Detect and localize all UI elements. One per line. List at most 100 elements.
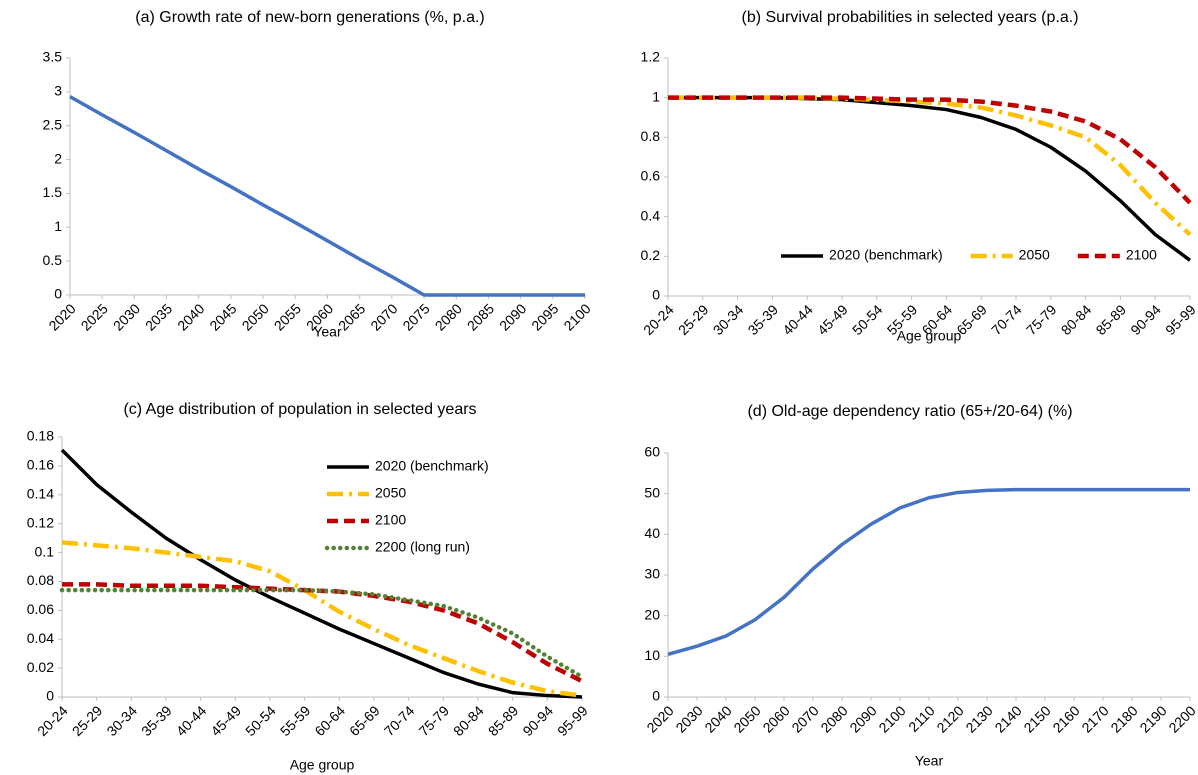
y-tick-label: 0.12 [27, 514, 54, 530]
x-tick-label: 2050 [730, 702, 763, 735]
x-tick-label: 2160 [1049, 702, 1082, 735]
legend-label: 2100 [375, 512, 406, 528]
legend-label: 2100 [1126, 247, 1157, 263]
x-tick-label: 30-34 [103, 702, 140, 739]
chart-title: (c) Age distribution of population in se… [123, 401, 476, 418]
x-tick-label: 70-74 [381, 702, 418, 739]
x-tick-label: 2095 [528, 300, 561, 333]
x-tick-label: 2060 [759, 702, 792, 735]
x-tick-label: 2090 [496, 300, 529, 333]
y-tick-label: 20 [644, 606, 660, 622]
y-tick-label: 0 [54, 286, 62, 302]
x-tick-label: 2075 [399, 300, 432, 333]
y-tick-label: 0.8 [641, 128, 661, 144]
data-line [62, 582, 584, 684]
x-tick-label: 2080 [817, 702, 850, 735]
x-tick-label: 2110 [905, 702, 938, 735]
x-tick-label: 2070 [788, 702, 821, 735]
x-tick-label: 2170 [1078, 702, 1111, 735]
chart-title: (d) Old-age dependency ratio (65+/20-64)… [747, 403, 1072, 420]
x-tick-label: 2040 [174, 300, 207, 333]
x-tick-label: 2140 [991, 702, 1024, 735]
x-tick-label: 2055 [271, 300, 304, 333]
x-tick-label: 45-49 [814, 301, 851, 338]
y-tick-label: 60 [644, 444, 660, 460]
x-tick-label: 55-59 [277, 702, 314, 739]
x-tick-label: 35-39 [745, 301, 782, 338]
y-tick-label: 2 [54, 150, 62, 166]
x-tick-label: 95-99 [554, 702, 591, 739]
x-tick-label: 65-69 [346, 702, 383, 739]
x-tick-label: 40-44 [173, 702, 210, 739]
y-tick-label: 1 [54, 218, 62, 234]
data-line [60, 448, 583, 699]
x-tick-label: 35-39 [138, 702, 175, 739]
x-tick-label: 2130 [962, 702, 995, 735]
chart-panel: (c) Age distribution of population in se… [27, 401, 591, 772]
x-tick-label: 95-99 [1162, 301, 1198, 338]
x-tick-label: 2180 [1107, 702, 1140, 735]
chart-panel: (b) Survival probabilities in selected y… [640, 9, 1198, 343]
y-tick-label: 30 [644, 566, 660, 582]
x-tick-label: 45-49 [207, 702, 244, 739]
x-tick-label: 2020 [643, 702, 676, 735]
y-tick-label: 1 [652, 88, 660, 104]
y-tick-label: 0.2 [641, 247, 661, 263]
y-tick-label: 3.5 [43, 49, 63, 65]
x-tick-label: 2045 [206, 300, 239, 333]
y-tick-label: 0.06 [27, 601, 54, 617]
x-tick-label: 2030 [110, 300, 143, 333]
x-tick-label: 2090 [846, 702, 879, 735]
chart-title: (b) Survival probabilities in selected y… [741, 9, 1078, 26]
legend: 2020 (benchmark) 2050 2100 [781, 247, 1157, 263]
x-tick-label: 2190 [1136, 702, 1169, 735]
y-tick-label: 0.04 [27, 630, 54, 646]
x-tick-label: 2040 [701, 702, 734, 735]
x-axis-label: Year [313, 324, 342, 340]
data-line [667, 487, 1190, 656]
x-tick-label: 2100 [875, 702, 908, 735]
x-axis-label: Age group [290, 757, 355, 773]
y-tick-label: 0.6 [641, 168, 661, 184]
legend: 2020 (benchmark) 2050 2100 2200 (long run) [324, 458, 489, 555]
chart-panel: (d) Old-age dependency ratio (65+/20-64)… [643, 403, 1198, 768]
y-tick-label: 0.4 [641, 207, 661, 223]
x-tick-label: 85-89 [485, 702, 522, 739]
data-line [668, 95, 1192, 262]
y-tick-label: 0.1 [35, 543, 55, 559]
chart-panel: (a) Growth rate of new-born generations … [43, 9, 594, 339]
data-line [668, 95, 1192, 205]
x-tick-label: 50-54 [242, 702, 279, 739]
x-tick-label: 70-74 [988, 301, 1025, 338]
x-tick-label: 2020 [45, 300, 78, 333]
legend-label: 2020 (benchmark) [375, 458, 489, 474]
y-tick-label: 0.02 [27, 659, 54, 675]
x-tick-label: 2030 [672, 702, 705, 735]
y-tick-label: 0.18 [27, 428, 54, 444]
x-tick-label: 2200 [1165, 702, 1198, 735]
x-tick-label: 2085 [464, 300, 497, 333]
y-tick-label: 40 [644, 525, 660, 541]
y-tick-label: 0.16 [27, 457, 54, 473]
y-tick-label: 1.2 [641, 49, 661, 65]
y-tick-label: 50 [644, 484, 660, 500]
x-tick-label: 20-24 [34, 702, 71, 739]
x-tick-label: 2150 [1020, 702, 1053, 735]
chart-title: (a) Growth rate of new-born generations … [135, 9, 485, 26]
legend-label: 2050 [375, 485, 406, 501]
x-tick-label: 90-94 [1127, 301, 1164, 338]
y-tick-label: 0.14 [27, 485, 54, 501]
x-tick-label: 85-89 [1093, 301, 1130, 338]
y-tick-label: 3 [54, 83, 62, 99]
data-line [61, 540, 583, 698]
y-tick-label: 0 [46, 688, 54, 704]
x-tick-label: 50-54 [849, 301, 886, 338]
x-tick-label: 75-79 [415, 702, 452, 739]
legend-label: 2050 [1019, 247, 1050, 263]
x-tick-label: 20-24 [640, 301, 677, 338]
x-tick-label: 2035 [142, 300, 175, 333]
x-tick-label: 80-84 [450, 702, 487, 739]
data-line [668, 95, 1192, 237]
legend-label: 2200 (long run) [375, 539, 470, 555]
